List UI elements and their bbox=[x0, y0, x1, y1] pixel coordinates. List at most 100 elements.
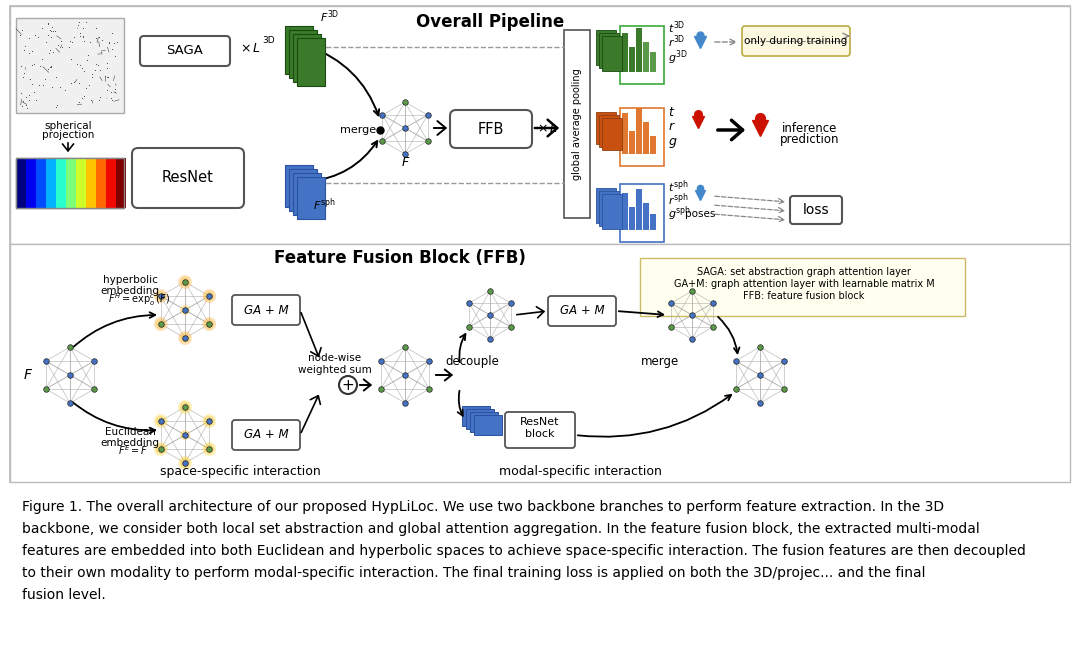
Circle shape bbox=[156, 319, 165, 329]
FancyBboxPatch shape bbox=[232, 295, 300, 325]
Bar bbox=[629, 131, 635, 154]
Text: Figure 1. The overall architecture of our proposed HypLiLoc. We use two backbone: Figure 1. The overall architecture of ou… bbox=[22, 500, 944, 514]
Bar bbox=[289, 30, 318, 78]
Bar bbox=[16, 158, 124, 208]
Text: GA + M: GA + M bbox=[244, 304, 288, 317]
Circle shape bbox=[180, 333, 190, 343]
Circle shape bbox=[153, 317, 167, 331]
Bar bbox=[66, 158, 76, 208]
Circle shape bbox=[202, 442, 216, 456]
Text: prediction: prediction bbox=[780, 134, 840, 147]
Text: ResNet: ResNet bbox=[521, 417, 559, 427]
Bar bbox=[643, 42, 649, 73]
Circle shape bbox=[178, 456, 192, 470]
Bar bbox=[26, 158, 36, 208]
Text: $r^{\rm 3D}$: $r^{\rm 3D}$ bbox=[669, 34, 686, 51]
Bar bbox=[116, 158, 126, 208]
Text: F: F bbox=[402, 156, 408, 169]
Bar bbox=[86, 158, 96, 208]
Circle shape bbox=[180, 277, 190, 287]
Bar bbox=[636, 108, 642, 154]
Circle shape bbox=[153, 289, 167, 303]
Bar bbox=[293, 34, 321, 82]
Bar bbox=[643, 202, 649, 230]
Bar bbox=[599, 33, 619, 68]
Bar bbox=[596, 30, 616, 65]
Text: projection: projection bbox=[42, 130, 94, 140]
Bar bbox=[620, 108, 664, 166]
Bar bbox=[465, 409, 494, 429]
Bar bbox=[650, 214, 656, 230]
Text: FFB: feature fusion block: FFB: feature fusion block bbox=[743, 291, 865, 301]
Text: fusion level.: fusion level. bbox=[22, 588, 106, 602]
Bar bbox=[293, 173, 321, 215]
Text: ResNet: ResNet bbox=[162, 171, 214, 186]
Text: poses: poses bbox=[685, 209, 715, 219]
Bar bbox=[643, 122, 649, 154]
Bar bbox=[629, 47, 635, 73]
Text: $F^{\rm 3D}$: $F^{\rm 3D}$ bbox=[320, 9, 339, 25]
Bar bbox=[470, 412, 498, 432]
Text: $\times\,L$: $\times\,L$ bbox=[537, 123, 557, 136]
Bar bbox=[297, 177, 325, 219]
Text: Euclidean: Euclidean bbox=[105, 427, 156, 437]
Bar bbox=[650, 51, 656, 73]
Circle shape bbox=[180, 458, 190, 468]
Text: to their own modality to perform modal-specific interaction. The final training : to their own modality to perform modal-s… bbox=[22, 566, 926, 580]
Bar bbox=[602, 36, 622, 71]
Bar bbox=[629, 207, 635, 230]
Text: space-specific interaction: space-specific interaction bbox=[160, 465, 321, 478]
FancyBboxPatch shape bbox=[132, 148, 244, 208]
Circle shape bbox=[204, 444, 214, 454]
Bar bbox=[564, 30, 590, 218]
Circle shape bbox=[180, 305, 190, 315]
Text: hyperbolic: hyperbolic bbox=[103, 275, 158, 285]
Text: embedding: embedding bbox=[100, 286, 160, 296]
Text: $F^E = F$: $F^E = F$ bbox=[118, 443, 149, 457]
Bar bbox=[36, 158, 46, 208]
Bar bbox=[10, 6, 1070, 244]
Bar bbox=[622, 193, 627, 230]
Text: $g^{\rm 3D}$: $g^{\rm 3D}$ bbox=[669, 49, 688, 67]
Bar bbox=[297, 38, 325, 86]
Bar bbox=[636, 29, 642, 73]
Text: node-wise: node-wise bbox=[309, 353, 362, 363]
Bar bbox=[289, 169, 318, 211]
Bar bbox=[474, 415, 502, 435]
FancyBboxPatch shape bbox=[789, 196, 842, 224]
Text: SAGA: set abstraction graph attention layer: SAGA: set abstraction graph attention la… bbox=[697, 267, 910, 277]
Bar bbox=[56, 158, 66, 208]
Circle shape bbox=[180, 402, 190, 412]
Text: weighted sum: weighted sum bbox=[298, 365, 372, 375]
FancyBboxPatch shape bbox=[548, 296, 616, 326]
Text: global average pooling: global average pooling bbox=[572, 68, 582, 180]
Bar bbox=[602, 118, 622, 150]
Text: $g^{\rm sph}$: $g^{\rm sph}$ bbox=[669, 205, 691, 223]
Bar bbox=[599, 115, 619, 147]
Bar bbox=[599, 191, 619, 226]
FancyBboxPatch shape bbox=[742, 26, 850, 56]
Text: +: + bbox=[341, 378, 354, 393]
Bar bbox=[16, 158, 26, 208]
Circle shape bbox=[178, 400, 192, 414]
Text: SAGA: SAGA bbox=[166, 45, 203, 58]
Circle shape bbox=[204, 416, 214, 426]
Bar bbox=[76, 158, 86, 208]
Bar bbox=[596, 112, 616, 144]
Text: modal-specific interaction: modal-specific interaction bbox=[499, 465, 661, 478]
Bar bbox=[10, 6, 1070, 482]
Text: loss: loss bbox=[802, 203, 829, 217]
Text: $F^{\rm sph}$: $F^{\rm sph}$ bbox=[313, 197, 336, 214]
Text: merge: merge bbox=[340, 125, 376, 135]
Circle shape bbox=[202, 317, 216, 331]
Bar bbox=[96, 158, 106, 208]
Bar bbox=[16, 18, 124, 113]
Text: merge: merge bbox=[640, 356, 679, 369]
Text: FFB: FFB bbox=[477, 121, 504, 136]
Circle shape bbox=[202, 289, 216, 303]
Bar bbox=[622, 113, 627, 154]
Bar bbox=[46, 158, 56, 208]
Circle shape bbox=[204, 319, 214, 329]
Bar bbox=[602, 194, 622, 229]
Bar bbox=[622, 33, 627, 73]
